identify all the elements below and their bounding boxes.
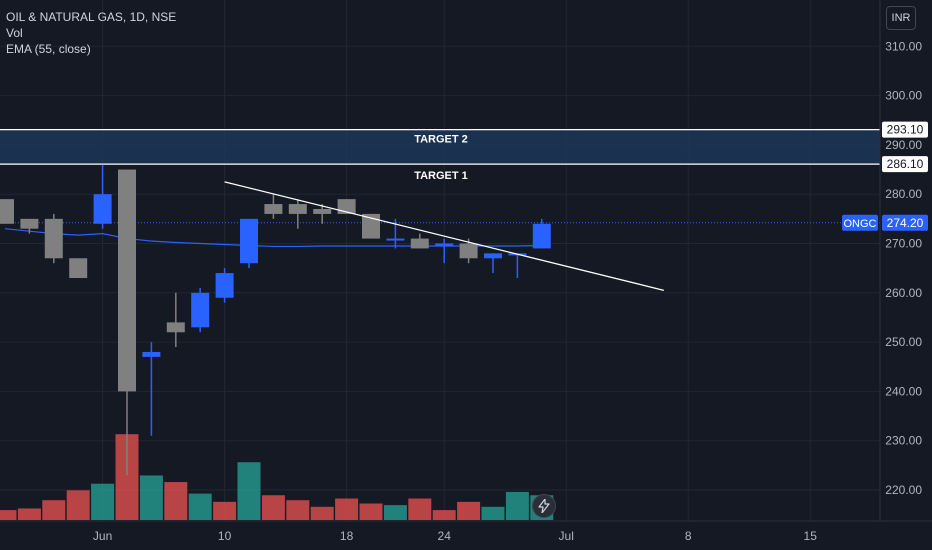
volume-bar [505,491,529,520]
volume-bar [237,462,261,520]
candle-body [0,199,14,224]
x-tick-label: Jul [559,529,574,543]
ema-legend: EMA (55, close) [6,42,91,56]
lightning-button[interactable] [532,494,556,518]
volume-bar [383,505,407,520]
volume-bar [0,510,17,520]
candle-body [288,204,307,214]
candle-body [459,243,478,259]
ticker-label: ONGC [844,218,877,230]
volume-bar [115,434,139,520]
x-tick-label: 15 [804,529,818,543]
ema-line [4,228,542,248]
candle-body [215,273,234,298]
candle-body [118,169,136,392]
time-axis [0,521,932,550]
ticker-tag [842,214,878,231]
x-tick-label: 18 [340,529,354,543]
y-tick-label: 270.00 [885,237,922,251]
candle-body [191,292,210,328]
candle-body [142,351,161,357]
volume-bar [286,500,310,520]
volume-bar [213,501,237,520]
y-tick-label: 310.00 [885,39,922,53]
volume-bar [17,508,41,520]
candle-body [264,204,283,214]
volume-bar [457,501,481,520]
x-tick-label: Jun [93,529,112,543]
candle-body [69,258,88,279]
volume-bar [335,498,359,520]
volume-bar [66,490,90,520]
volume-bar [188,493,212,520]
currency-button[interactable]: INR [886,6,916,30]
y-tick-label: 280.00 [885,187,922,201]
last-price-tag [882,214,928,231]
candle-body [532,223,551,249]
symbol-title: OIL & NATURAL GAS, 1D, NSE [6,10,177,24]
target-price-label: 286.10 [887,157,924,171]
candle-body [93,194,112,224]
lightning-icon [538,499,550,513]
trendline [224,181,664,291]
y-tick-label: 220.00 [885,483,922,497]
chart-legend: OIL & NATURAL GAS, 1D, NSE Vol EMA (55, … [6,9,176,57]
target-price-label: 293.10 [887,123,924,137]
candle-body [386,238,405,241]
candle-body [484,253,502,259]
candle-body [362,213,380,239]
y-tick-label: 290.00 [885,138,922,152]
volume-bar [164,482,188,520]
last-price-label: 274.20 [887,216,924,230]
volume-bar [481,506,505,520]
volume-bar [408,498,432,520]
x-tick-label: 8 [685,529,692,543]
candle-body [240,218,258,264]
target-price-tag [882,121,928,138]
y-tick-label: 260.00 [885,286,922,300]
volume-bar [139,475,163,520]
volume-bar [261,495,285,520]
candle-body [20,218,39,229]
volume-bar [432,510,456,520]
y-tick-label: 240.00 [885,384,922,398]
y-tick-label: 230.00 [885,434,922,448]
target-zone [0,129,880,165]
volume-bar [91,483,115,520]
price-axis [880,0,932,550]
candle-body [166,322,185,333]
candle-body [435,243,454,246]
y-tick-label: 250.00 [885,335,922,349]
y-tick-label: 300.00 [885,89,922,103]
target-label: TARGET 1 [414,170,468,182]
volume-legend: Vol [6,26,23,40]
candle-body [313,208,332,214]
volume-bar [359,503,383,520]
x-tick-label: 24 [438,529,452,543]
candle-body [410,238,429,249]
x-tick-label: 10 [218,529,232,543]
volume-bar [42,500,66,520]
candle-body [44,218,63,259]
target-label: TARGET 2 [414,134,468,146]
target-price-tag [882,156,928,173]
volume-bar [310,506,334,520]
